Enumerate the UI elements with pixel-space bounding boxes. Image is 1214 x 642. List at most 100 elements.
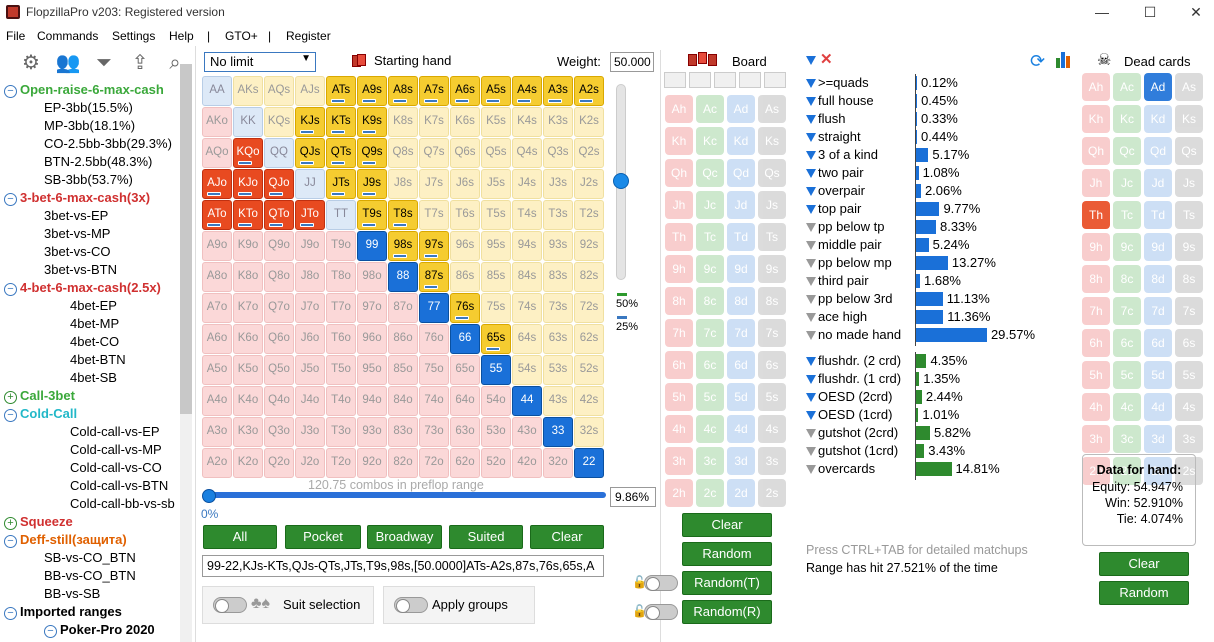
filter-icon[interactable] xyxy=(806,429,816,438)
board-card[interactable]: 3s xyxy=(758,447,786,475)
tree-item[interactable]: 4bet-EP xyxy=(70,298,117,316)
board-slot[interactable] xyxy=(764,72,786,88)
hand-cell[interactable]: ATo xyxy=(202,200,232,230)
dead-card[interactable]: Jh xyxy=(1082,169,1110,197)
hand-cell[interactable]: K3o xyxy=(233,417,263,447)
board-slot[interactable] xyxy=(739,72,761,88)
tree-item[interactable]: Cold-call-vs-EP xyxy=(70,424,160,442)
hand-cell[interactable]: QTs xyxy=(326,138,356,168)
tree-item[interactable]: − Open-raise-6-max-cash xyxy=(4,82,164,100)
menu-register[interactable]: Register xyxy=(286,29,331,43)
range-slider-track[interactable] xyxy=(206,492,606,498)
tree-item[interactable]: + Squeeze xyxy=(4,514,73,532)
hand-cell[interactable]: 53o xyxy=(481,417,511,447)
random-r-toggle[interactable] xyxy=(644,604,678,620)
board-card[interactable]: Ts xyxy=(758,223,786,251)
hand-cell[interactable]: 66 xyxy=(450,324,480,354)
weight-slider-knob[interactable] xyxy=(613,173,629,189)
hand-cell[interactable]: 74o xyxy=(419,386,449,416)
dead-card[interactable]: Qs xyxy=(1175,137,1203,165)
hand-cell[interactable]: Q9s xyxy=(357,138,387,168)
hand-cell[interactable]: 82o xyxy=(388,448,418,478)
filter-icon[interactable] xyxy=(806,393,816,402)
hand-cell[interactable]: Q4s xyxy=(512,138,542,168)
dead-card[interactable]: Jc xyxy=(1113,169,1141,197)
tree-item[interactable]: EP-3bb(15.5%) xyxy=(44,100,133,118)
hand-cell[interactable]: KJs xyxy=(295,107,325,137)
filter-icon[interactable] xyxy=(806,223,816,232)
hand-cell[interactable]: K4o xyxy=(233,386,263,416)
board-card[interactable]: 4d xyxy=(727,415,755,443)
hand-cell[interactable]: T9s xyxy=(357,200,387,230)
hand-cell[interactable]: 94s xyxy=(512,231,542,261)
hand-cell[interactable]: J7s xyxy=(419,169,449,199)
hand-cell[interactable]: AJs xyxy=(295,76,325,106)
menu-gto[interactable]: GTO+ xyxy=(225,29,258,43)
dead-card[interactable]: 3d xyxy=(1144,425,1172,453)
board-slot[interactable] xyxy=(689,72,711,88)
tree-item[interactable]: BTN-2.5bb(48.3%) xyxy=(44,154,152,172)
hand-cell[interactable]: T6o xyxy=(326,324,356,354)
tree-item[interactable]: 4bet-BTN xyxy=(70,352,126,370)
hand-cell[interactable]: 52o xyxy=(481,448,511,478)
hand-cell[interactable]: 96s xyxy=(450,231,480,261)
filter-icon[interactable] xyxy=(806,133,816,142)
filter-icon[interactable] xyxy=(806,205,816,214)
dead-card[interactable]: 6h xyxy=(1082,329,1110,357)
hand-cell[interactable]: J2o xyxy=(295,448,325,478)
filter-icon[interactable] xyxy=(806,331,816,340)
board-card[interactable]: 9c xyxy=(696,255,724,283)
tree-item[interactable]: − Cold-Call xyxy=(4,406,77,424)
hand-cell[interactable]: 77 xyxy=(419,293,449,323)
dead-card[interactable]: 3h xyxy=(1082,425,1110,453)
hand-cell[interactable]: 83o xyxy=(388,417,418,447)
menu-help[interactable]: Help xyxy=(169,29,194,43)
hand-cell[interactable]: 85s xyxy=(481,262,511,292)
dead-card[interactable]: 3c xyxy=(1113,425,1141,453)
board-card[interactable]: 7s xyxy=(758,319,786,347)
dead-card[interactable]: Ac xyxy=(1113,73,1141,101)
board-card[interactable]: Qh xyxy=(665,159,693,187)
filter-icon[interactable] xyxy=(806,151,816,160)
board-card[interactable]: Qs xyxy=(758,159,786,187)
dead-card[interactable]: 9h xyxy=(1082,233,1110,261)
board-card[interactable]: 2s xyxy=(758,479,786,507)
board-card[interactable]: As xyxy=(758,95,786,123)
chart-icon[interactable] xyxy=(1056,52,1072,68)
hand-cell[interactable]: 42o xyxy=(512,448,542,478)
hand-cell[interactable]: 63o xyxy=(450,417,480,447)
hand-cell[interactable]: K5o xyxy=(233,355,263,385)
board-card[interactable]: 3d xyxy=(727,447,755,475)
dead-card[interactable]: 4c xyxy=(1113,393,1141,421)
hand-cell[interactable]: 32s xyxy=(574,417,604,447)
hand-cell[interactable]: A9o xyxy=(202,231,232,261)
hand-cell[interactable]: 92s xyxy=(574,231,604,261)
board-card[interactable]: 9d xyxy=(727,255,755,283)
hand-cell[interactable]: Q2s xyxy=(574,138,604,168)
hand-cell[interactable]: KQs xyxy=(264,107,294,137)
hand-cell[interactable]: A4o xyxy=(202,386,232,416)
dead-card[interactable]: 6c xyxy=(1113,329,1141,357)
hand-cell[interactable]: 43o xyxy=(512,417,542,447)
hand-cell[interactable]: K2s xyxy=(574,107,604,137)
hand-cell[interactable]: AJo xyxy=(202,169,232,199)
dead-card[interactable]: Ah xyxy=(1082,73,1110,101)
hand-cell[interactable]: ATs xyxy=(326,76,356,106)
filter-icon[interactable] xyxy=(806,447,816,456)
tree-item[interactable]: − Deff-still(защита) xyxy=(4,532,127,550)
hand-cell[interactable]: A6o xyxy=(202,324,232,354)
hand-cell[interactable]: JTo xyxy=(295,200,325,230)
hand-cell[interactable]: 53s xyxy=(543,355,573,385)
dead-card[interactable]: Kh xyxy=(1082,105,1110,133)
random-t-toggle[interactable] xyxy=(644,575,678,591)
maximize-button[interactable]: ☐ xyxy=(1143,4,1157,20)
hand-cell[interactable]: Q5s xyxy=(481,138,511,168)
minimize-button[interactable]: — xyxy=(1095,4,1109,20)
all-button[interactable]: All xyxy=(203,525,277,549)
board-card[interactable]: Jh xyxy=(665,191,693,219)
collapse-icon[interactable]: − xyxy=(4,409,17,422)
hand-cell[interactable]: QTo xyxy=(264,200,294,230)
hand-cell[interactable]: 86s xyxy=(450,262,480,292)
board-card[interactable]: 6h xyxy=(665,351,693,379)
hand-cell[interactable]: T3o xyxy=(326,417,356,447)
